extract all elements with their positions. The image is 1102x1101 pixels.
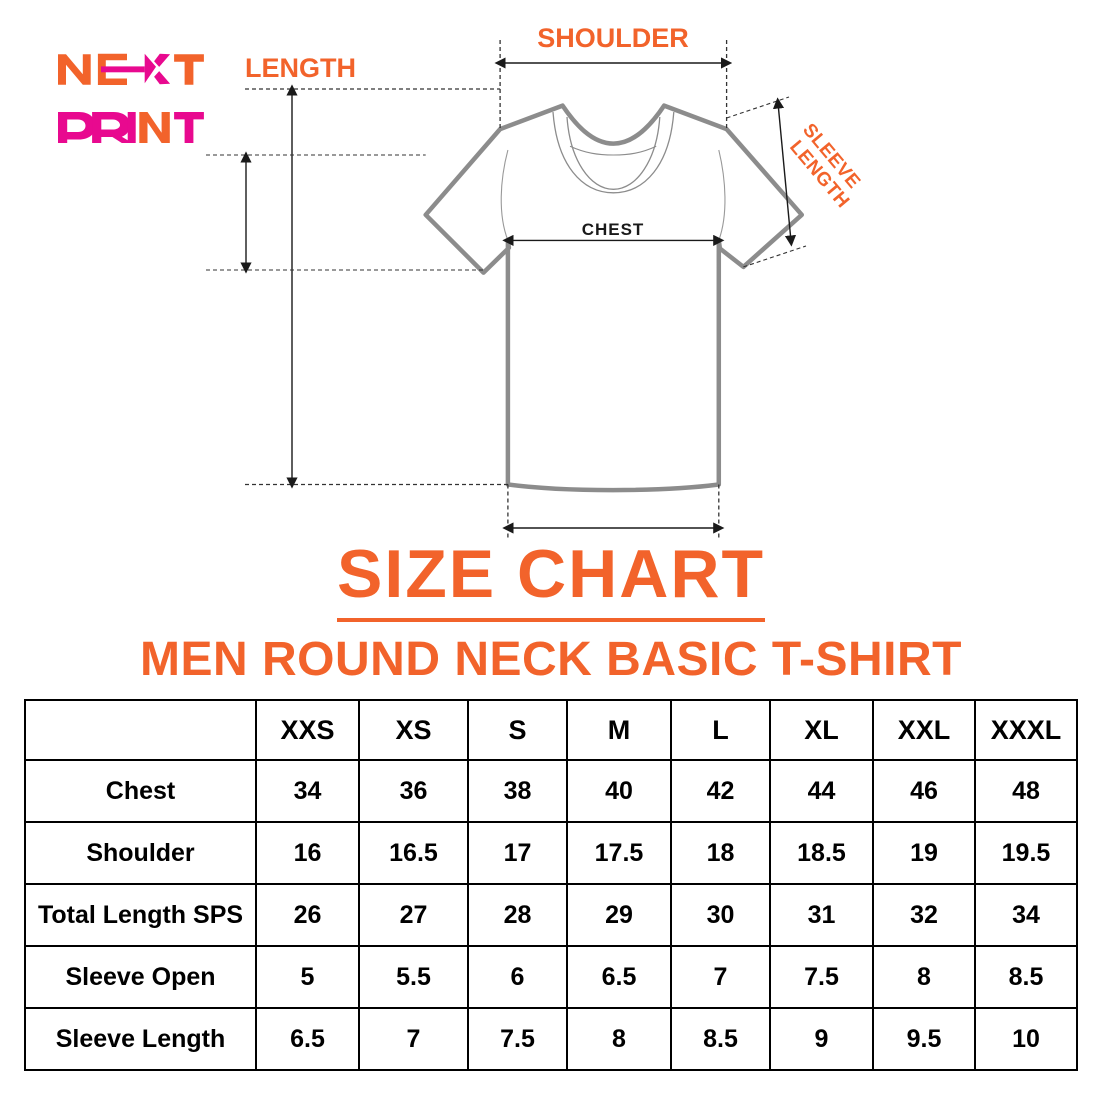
svg-text:LENGTH: LENGTH xyxy=(245,53,356,83)
svg-text:CHEST: CHEST xyxy=(582,220,645,239)
svg-text:SHOULDER: SHOULDER xyxy=(537,23,689,53)
